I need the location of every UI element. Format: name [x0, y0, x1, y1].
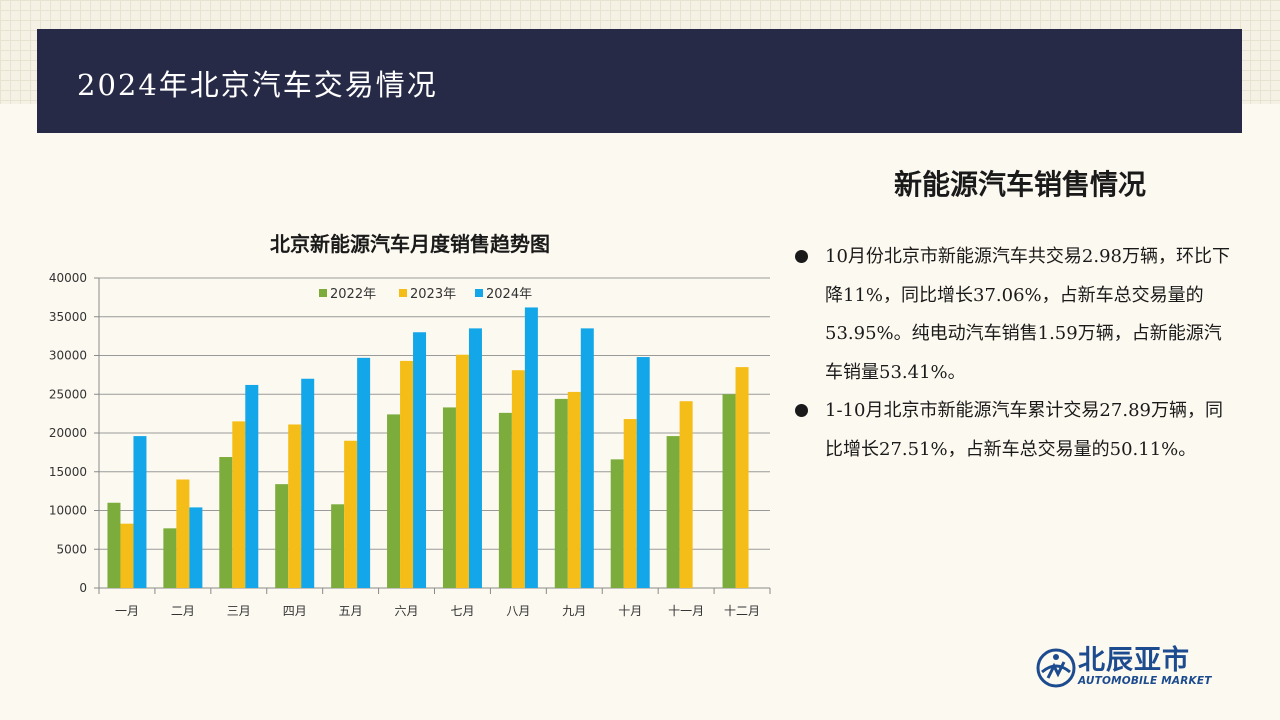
x-tick-label: 十二月: [724, 604, 760, 618]
y-tick-label: 15000: [49, 465, 87, 479]
bullet-text: 10月份北京市新能源汽车共交易2.98万辆，环比下降11%，同比增长37.06%…: [825, 246, 1230, 383]
bullet-item: 10月份北京市新能源汽车共交易2.98万辆，环比下降11%，同比增长37.06%…: [795, 238, 1235, 392]
bar-2023年: [455, 354, 469, 588]
x-tick-label: 八月: [506, 604, 530, 618]
bullet-dot-icon: [795, 404, 808, 417]
bar-2022年: [442, 407, 456, 588]
legend-label: 2023年: [410, 287, 456, 302]
y-tick-label: 40000: [49, 271, 87, 285]
legend-swatch: [319, 289, 327, 297]
bar-2024年: [301, 378, 315, 588]
y-tick-label: 20000: [49, 426, 87, 440]
bar-2022年: [498, 412, 512, 588]
x-tick-label: 二月: [171, 604, 195, 618]
bar-2023年: [176, 479, 190, 588]
bar-2024年: [580, 328, 594, 588]
bar-2024年: [468, 328, 482, 588]
logo-name: 北辰亚市: [1078, 645, 1190, 676]
bar-2022年: [722, 394, 736, 588]
y-tick-label: 30000: [49, 349, 87, 363]
logo-subtitle: AUTOMOBILE MARKET: [1078, 675, 1212, 687]
bar-chart: 0 5000 10000 15000 20000 25000 30000 35000 40000…: [49, 271, 771, 618]
bar-2023年: [120, 523, 134, 588]
bar-2023年: [511, 370, 525, 588]
y-tick-label: 5000: [56, 542, 87, 556]
bar-2024年: [357, 357, 371, 588]
y-tick-label: 10000: [49, 504, 87, 518]
bullet-item: 1-10月北京市新能源汽车累计交易27.89万辆，同比增长27.51%，占新车总…: [795, 392, 1235, 469]
legend-swatch: [475, 289, 483, 297]
bullet-list: 10月份北京市新能源汽车共交易2.98万辆，环比下降11%，同比增长37.06%…: [795, 238, 1235, 469]
panel-title: 新能源汽车销售情况: [893, 168, 1146, 201]
x-tick-label: 六月: [395, 604, 419, 618]
bar-2024年: [413, 332, 427, 588]
y-tick-label: 35000: [49, 310, 87, 324]
bullet-dot-icon: [795, 250, 808, 263]
bar-2022年: [163, 528, 177, 588]
bar-2022年: [219, 457, 233, 588]
header-bar: 2024年北京汽车交易情况: [37, 29, 1242, 133]
bar-2023年: [232, 421, 246, 588]
legend-label: 2022年: [330, 287, 376, 302]
y-tick-label: 0: [79, 581, 87, 595]
x-tick-label: 九月: [562, 604, 586, 618]
bar-2023年: [400, 360, 414, 588]
bar-2022年: [387, 414, 401, 588]
x-tick-label: 五月: [339, 604, 363, 618]
bar-2022年: [107, 502, 121, 588]
x-tick-label: 三月: [227, 604, 251, 618]
bar-2024年: [245, 384, 259, 588]
page-title: 2024年北京汽车交易情况: [77, 68, 438, 102]
bar-2022年: [610, 459, 624, 588]
bar-2023年: [623, 419, 637, 588]
bar-2022年: [666, 436, 680, 588]
logo-globe-icon: [1036, 648, 1076, 688]
bullet-text: 1-10月北京市新能源汽车累计交易27.89万辆，同比增长27.51%，占新车总…: [825, 400, 1223, 460]
x-tick-label: 四月: [283, 604, 307, 618]
bar-2024年: [189, 507, 203, 588]
y-tick-label: 25000: [49, 387, 87, 401]
x-tick-label: 十月: [618, 604, 642, 618]
bar-2024年: [133, 436, 147, 588]
bar-2024年: [524, 307, 538, 588]
bar-2022年: [275, 484, 289, 588]
bar-2023年: [735, 367, 749, 588]
company-logo: 北辰亚市 AUTOMOBILE MARKET: [1036, 646, 1216, 692]
bar-2022年: [554, 398, 568, 588]
legend-swatch: [399, 289, 407, 297]
bar-2022年: [331, 504, 345, 588]
legend-label: 2024年: [486, 287, 532, 302]
chart-title: 北京新能源汽车月度销售趋势图: [270, 232, 550, 256]
x-tick-label: 七月: [450, 604, 474, 618]
bar-2024年: [636, 357, 650, 588]
bar-2023年: [567, 391, 581, 588]
bar-2023年: [344, 440, 358, 588]
bar-2023年: [288, 424, 302, 588]
x-tick-label: 一月: [115, 604, 139, 618]
x-tick-label: 十一月: [668, 604, 704, 618]
bar-2023年: [679, 401, 693, 588]
